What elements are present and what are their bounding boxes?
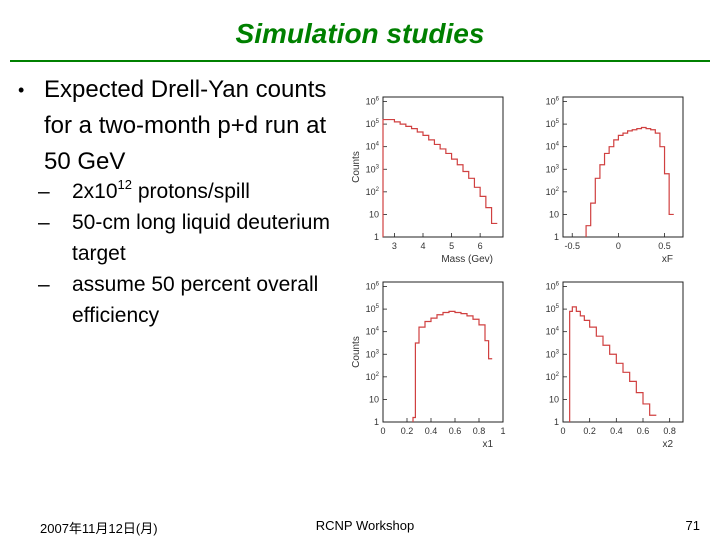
histogram-2: 1 10 102 103 104 105 106 -0.5 0 0.5 xF bbox=[546, 96, 684, 265]
sub-bullet-text: assume 50 percent overall efficiency bbox=[72, 273, 319, 327]
x-tick-label: 0.5 bbox=[658, 241, 671, 251]
plot-frame bbox=[382, 96, 504, 238]
footer-venue: RCNP Workshop bbox=[315, 518, 415, 533]
histogram-1: 1 10 102 103 104 105 106 3 4 5 6 Mass (Gev) Counts bbox=[351, 96, 504, 265]
y-tick-label: 105 bbox=[546, 304, 560, 314]
y-axis-label: Counts bbox=[351, 151, 362, 183]
x-tick-label: 0.4 bbox=[610, 426, 623, 436]
y-axis-label: Counts bbox=[351, 336, 362, 368]
x-tick-label: -0.5 bbox=[564, 241, 580, 251]
x-tick-label: 0.8 bbox=[663, 426, 676, 436]
y-tick-label: 106 bbox=[366, 282, 380, 292]
sub-bullet-protons: – 2x1012 protons/spill bbox=[38, 177, 250, 203]
x-tick-label: 1 bbox=[500, 426, 505, 436]
y-tick-label: 10 bbox=[369, 394, 379, 404]
y-tick-label: 105 bbox=[366, 304, 380, 314]
page-number: 71 bbox=[685, 518, 700, 533]
x-tick-label: 0.2 bbox=[583, 426, 596, 436]
y-tick-label: 10 bbox=[549, 209, 559, 219]
x-axis-label: x1 bbox=[482, 439, 493, 450]
plot-frame bbox=[562, 96, 684, 238]
y-tick-label: 10 bbox=[369, 209, 379, 219]
sub-bullet-text: 50-cm long liquid deuterium target bbox=[72, 211, 330, 265]
y-tick-label: 104 bbox=[366, 142, 380, 152]
y-tick-label: 104 bbox=[546, 327, 560, 337]
y-tick-label: 102 bbox=[546, 372, 560, 382]
y-tick-label: 106 bbox=[546, 282, 560, 292]
y-tick-label: 1 bbox=[554, 232, 559, 242]
sub-bullet-exponent: 12 bbox=[117, 177, 133, 192]
histogram-series bbox=[585, 126, 674, 237]
x-tick-label: 4 bbox=[420, 241, 425, 251]
y-tick-label: 1 bbox=[374, 417, 379, 427]
y-tick-label: 103 bbox=[546, 349, 560, 359]
y-tick-label: 106 bbox=[546, 97, 560, 107]
histogram-series bbox=[569, 306, 657, 422]
footer-date: 2007年11月12日(月) bbox=[40, 521, 158, 536]
main-bullet-text: Expected Drell-Yan counts for a two-mont… bbox=[44, 76, 327, 175]
x-tick-label: 0 bbox=[380, 426, 385, 436]
bullet-dot: • bbox=[18, 80, 25, 100]
y-tick-label: 102 bbox=[366, 187, 380, 197]
x-tick-label: 6 bbox=[478, 241, 483, 251]
y-tick-label: 102 bbox=[546, 187, 560, 197]
histogram-3: 1 10 102 103 104 105 106 0 0.2 0.4 0.6 0.8 1 x1 Counts bbox=[351, 281, 506, 450]
y-tick-label: 103 bbox=[546, 164, 560, 174]
x-tick-label: 0.6 bbox=[449, 426, 462, 436]
plot-frame bbox=[562, 281, 684, 423]
sub-bullet-efficiency: – assume 50 percent overall efficiency bbox=[38, 273, 319, 327]
sub-bullet-text: 2x10 bbox=[72, 180, 118, 203]
y-tick-label: 104 bbox=[546, 142, 560, 152]
x-axis-label: Mass (Gev) bbox=[441, 254, 493, 265]
sub-bullet-text: protons/spill bbox=[132, 180, 250, 203]
x-tick-label: 0.6 bbox=[637, 426, 650, 436]
histogram-series bbox=[382, 118, 498, 237]
y-tick-label: 103 bbox=[366, 164, 380, 174]
y-tick-label: 104 bbox=[366, 327, 380, 337]
x-tick-label: 0.8 bbox=[473, 426, 486, 436]
histogram-4: 1 10 102 103 104 105 106 0 0.2 0.4 0.6 0.8 x2 bbox=[546, 281, 684, 450]
x-tick-label: 5 bbox=[449, 241, 454, 251]
histogram-series bbox=[412, 310, 493, 422]
plot-frame bbox=[382, 281, 504, 423]
x-tick-label: 3 bbox=[392, 241, 397, 251]
y-tick-label: 105 bbox=[366, 119, 380, 129]
sub-bullet-target: – 50-cm long liquid deuterium target bbox=[38, 211, 330, 265]
y-tick-label: 1 bbox=[374, 232, 379, 242]
x-axis-label: x2 bbox=[662, 439, 673, 450]
slide-title: Simulation studies bbox=[235, 18, 485, 49]
y-tick-label: 102 bbox=[366, 372, 380, 382]
y-tick-label: 106 bbox=[366, 97, 380, 107]
title-divider bbox=[10, 60, 710, 62]
x-tick-label: 0.2 bbox=[401, 426, 414, 436]
y-tick-label: 103 bbox=[366, 349, 380, 359]
y-tick-label: 10 bbox=[549, 394, 559, 404]
x-tick-label: 0 bbox=[616, 241, 621, 251]
y-tick-label: 105 bbox=[546, 119, 560, 129]
x-tick-label: 0.4 bbox=[425, 426, 438, 436]
x-axis-label: xF bbox=[662, 254, 673, 265]
sub-bullet-list: – 2x1012 protons/spill – 50-cm long liqu… bbox=[38, 176, 338, 331]
y-tick-label: 1 bbox=[554, 417, 559, 427]
x-tick-label: 0 bbox=[560, 426, 565, 436]
